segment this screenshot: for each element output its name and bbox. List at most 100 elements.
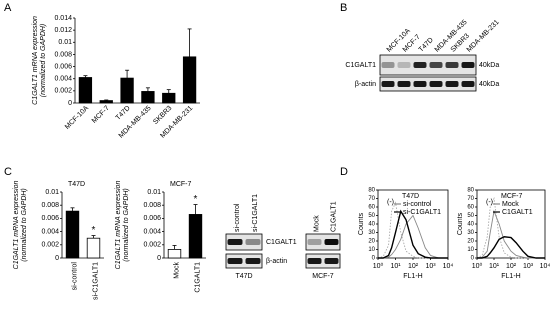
y-axis-label: (normalized to GAPDH) — [21, 188, 28, 262]
x-tick-label: 10⁴ — [540, 263, 550, 270]
histogram-line — [378, 214, 448, 259]
blot-band — [413, 81, 427, 87]
bar — [78, 77, 93, 104]
x-tick-label: 10⁴ — [443, 263, 454, 270]
legend-label: Mock — [502, 201, 519, 208]
significance: * — [194, 194, 198, 205]
y-tick-label: 0.01 — [45, 189, 59, 196]
blot-band — [245, 258, 261, 264]
blot-band — [397, 81, 411, 87]
blot-band — [381, 62, 395, 68]
y-axis-label: C1GALT1 mRNA expression — [13, 181, 20, 270]
x-tick-label: 10⁰ — [373, 262, 384, 270]
annotation: (-) — [486, 199, 493, 206]
lane-label: C1GALT1 — [330, 201, 337, 232]
subtitle: T47D — [68, 181, 85, 188]
y-tick-label: 10 — [467, 247, 474, 253]
significance: * — [92, 225, 96, 236]
blot-band — [461, 81, 475, 87]
row-label: β-actin — [355, 81, 376, 88]
x-tick-label: 10² — [408, 263, 419, 270]
bar — [182, 56, 197, 104]
x-tick-label: Mock — [173, 262, 180, 279]
blot-band — [324, 239, 339, 245]
x-axis-label: FL1-H — [403, 273, 422, 280]
y-tick-label: 0.008 — [54, 51, 72, 58]
x-tick-label: 10¹ — [489, 263, 500, 270]
y-tick-label: 30 — [368, 230, 375, 236]
x-tick-label: 10⁰ — [472, 262, 483, 270]
y-tick-label: 0.01 — [147, 189, 161, 196]
x-tick-label: si-C1GALT1 — [92, 262, 99, 300]
y-tick-label: 0.002 — [54, 88, 72, 95]
blot-caption: T47D — [235, 273, 252, 280]
x-tick-label: T47D — [115, 105, 132, 122]
y-tick-label: 0.002 — [143, 242, 161, 249]
y-tick-label: 0.004 — [143, 228, 161, 235]
bar — [86, 237, 101, 259]
y-tick-label: 0.004 — [41, 228, 59, 235]
y-tick-label: 40 — [368, 222, 375, 228]
y-tick-label: 80 — [467, 188, 474, 194]
y-tick-label: 60 — [467, 205, 474, 211]
y-tick-label: 0.006 — [54, 63, 72, 70]
y-tick-label: 0 — [68, 100, 72, 107]
blot-band — [461, 62, 475, 68]
y-tick-label: 0 — [157, 255, 161, 262]
y-tick-label: 0 — [55, 255, 59, 262]
blot-frame — [379, 76, 477, 92]
y-tick-label: 0.006 — [41, 215, 59, 222]
y-tick-label: 40 — [467, 222, 474, 228]
lane-label: MDA-MB-231 — [466, 19, 501, 54]
y-tick-label: 0.01 — [58, 39, 72, 46]
y-axis-label: (normalized to GAPDH) — [123, 188, 130, 262]
y-tick-label: 30 — [467, 230, 474, 236]
panel-label: D — [340, 166, 348, 178]
x-tick-label: 10¹ — [390, 263, 401, 270]
blot-band — [397, 62, 411, 68]
blot-frame — [379, 54, 477, 76]
y-tick-label: 70 — [368, 196, 375, 202]
bar — [167, 249, 182, 259]
blot-caption: MCF-7 — [312, 273, 333, 280]
y-tick-label: 0 — [471, 256, 475, 262]
panel-label: B — [340, 2, 347, 14]
histogram-line — [477, 236, 545, 259]
blot-band — [413, 62, 427, 68]
blot-band — [245, 239, 261, 245]
y-axis-label: (normalized to GAPDH) — [40, 24, 47, 98]
lane-label: Mock — [313, 215, 320, 232]
blot-band — [227, 239, 243, 245]
y-tick-label: 80 — [368, 188, 375, 194]
annotation: (-) — [387, 199, 394, 206]
y-tick-label: 50 — [368, 213, 375, 219]
y-axis-label: C1GALT1 mRNA expression — [32, 16, 39, 105]
y-tick-label: 0.008 — [41, 202, 59, 209]
x-tick-label: MCF-7 — [91, 105, 111, 125]
blot-band — [429, 62, 443, 68]
x-tick-label: C1GALT1 — [194, 262, 201, 293]
y-axis-label: Counts — [457, 212, 464, 235]
y-tick-label: 0.014 — [54, 15, 72, 22]
blot-band — [445, 81, 459, 87]
y-tick-label: 0.008 — [143, 202, 161, 209]
size-label: 40kDa — [479, 62, 499, 69]
y-tick-label: 0.012 — [54, 27, 72, 34]
subtitle: T47D — [402, 193, 419, 200]
y-tick-label: 60 — [368, 205, 375, 211]
subtitle: MCF-7 — [501, 193, 522, 200]
x-tick-label: MCF-10A — [64, 105, 90, 131]
x-tick-label: 10³ — [523, 263, 534, 270]
y-tick-label: 0 — [372, 256, 376, 262]
subtitle: MCF-7 — [170, 181, 191, 188]
bar — [141, 91, 155, 104]
bar — [65, 210, 80, 259]
bar — [120, 77, 134, 104]
y-axis-label: C1GALT1 mRNA expression — [115, 181, 122, 270]
row-label: C1GALT1 — [345, 62, 376, 69]
y-tick-label: 50 — [467, 213, 474, 219]
lane-label: si-control — [234, 203, 241, 232]
x-tick-label: si-control — [71, 262, 78, 291]
y-tick-label: 0.002 — [41, 242, 59, 249]
